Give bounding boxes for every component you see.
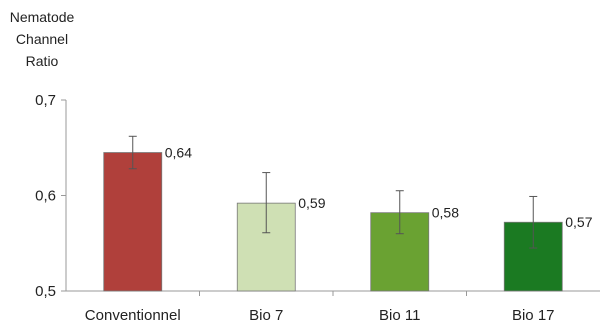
x-tick-label: Bio 17: [512, 307, 555, 324]
y-ticks: 0,5 0,6 0,7: [35, 92, 467, 300]
error-bars: [128, 135, 538, 249]
y-axis-label-line: Channel: [16, 31, 68, 47]
y-tick-label: 0,6: [35, 188, 56, 205]
x-tick-labels: Conventionnel Bio 7 Bio 11 Bio 17: [85, 307, 555, 324]
y-axis-label-line: Nematode: [10, 9, 75, 25]
y-axis-label: Nematode Channel Ratio: [10, 9, 75, 69]
data-label: 0,64: [165, 145, 192, 161]
data-label: 0,59: [298, 195, 325, 211]
data-labels: 0,64 0,59 0,58 0,57: [165, 145, 593, 231]
bar: [103, 152, 163, 292]
y-tick-label: 0,5: [35, 283, 56, 300]
y-axis-label-line: Ratio: [26, 53, 59, 69]
y-tick-label: 0,7: [35, 92, 56, 109]
x-tick-label: Conventionnel: [85, 307, 181, 324]
data-label: 0,58: [432, 205, 459, 221]
x-tick-label: Bio 11: [379, 307, 420, 324]
x-tick-label: Bio 7: [249, 307, 283, 324]
data-label: 0,57: [565, 214, 592, 230]
bars: [103, 152, 563, 292]
